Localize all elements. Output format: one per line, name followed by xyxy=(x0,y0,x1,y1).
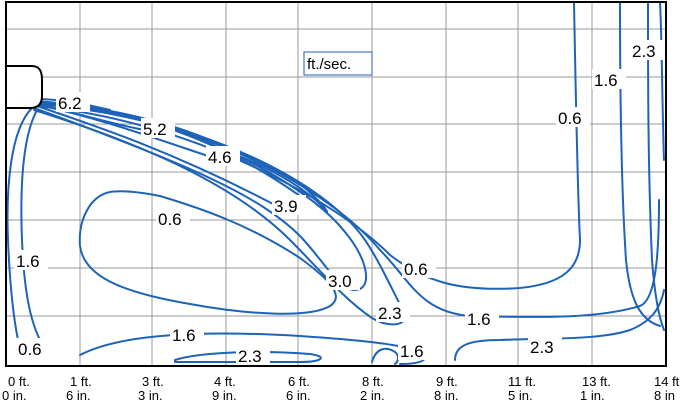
contour-label: 3.9 xyxy=(274,197,298,216)
x-tick-label: 13 ft. xyxy=(582,374,611,389)
x-tick-label: 6 in. xyxy=(286,388,311,403)
contour-line-1.6 xyxy=(33,103,660,318)
contour-label: 6.2 xyxy=(58,94,82,113)
unit-label-text: ft./sec. xyxy=(307,56,351,73)
x-tick-label: 3 in. xyxy=(138,388,163,403)
contour-line-1.6 xyxy=(371,347,399,365)
x-axis-ticks: 0 ft. 0 in. 1 ft. 6 in. 3 ft. 3 in. 4 ft… xyxy=(2,374,680,403)
contour-label: 2.3 xyxy=(530,338,554,357)
x-tick-label: 6 ft. xyxy=(288,374,310,389)
contour-line-1.6 xyxy=(6,107,33,341)
x-tick-label: 1 ft. xyxy=(70,374,92,389)
x-tick-label: 5 in. xyxy=(508,388,533,403)
x-tick-label: 8 in xyxy=(654,388,675,403)
contour-label: 0.6 xyxy=(404,260,428,279)
x-tick-label: 9 in. xyxy=(212,388,237,403)
contour-label: 2.3 xyxy=(238,347,262,366)
x-tick-label: 3 ft. xyxy=(142,374,164,389)
x-tick-label: 4 ft. xyxy=(214,374,236,389)
x-tick-label: 9 ft. xyxy=(436,374,458,389)
contour-label: 3.0 xyxy=(328,272,352,291)
contour-label: 5.2 xyxy=(143,120,167,139)
plot-frame xyxy=(5,1,667,367)
contour-line-2.3 xyxy=(33,102,407,326)
contour-line-3.9 xyxy=(33,104,276,206)
x-tick-label: 1 in. xyxy=(580,388,605,403)
contour-labels: 6.2 5.2 4.6 3.9 3.0 2.3 0.6 1.6 0.6 1.6 … xyxy=(14,40,664,366)
contour-label: 0.6 xyxy=(158,210,182,229)
x-tick-label: 8 ft. xyxy=(362,374,384,389)
contour-label: 1.6 xyxy=(467,310,491,329)
contour-label: 4.6 xyxy=(208,148,232,167)
x-tick-label: 0 in. xyxy=(2,388,27,403)
unit-label: ft./sec. xyxy=(303,51,373,76)
contour-label: 0.6 xyxy=(558,109,582,128)
x-tick-label: 8 in. xyxy=(434,388,459,403)
contour-line-0.6 xyxy=(33,1,581,290)
contour-lines xyxy=(6,1,665,365)
contour-label: 2.3 xyxy=(378,304,402,323)
x-tick-label: 0 ft. xyxy=(8,374,30,389)
contour-label: 2.3 xyxy=(632,42,656,61)
contour-label: 1.6 xyxy=(172,326,196,345)
supply-diffuser xyxy=(5,65,43,109)
contour-label: 1.6 xyxy=(594,71,618,90)
x-tick-label: 2 in. xyxy=(360,388,385,403)
x-tick-label: 11 ft. xyxy=(508,374,536,389)
contour-line-4.6 xyxy=(33,101,301,197)
contour-label: 1.6 xyxy=(400,342,424,361)
contour-line-2.3 xyxy=(454,289,665,361)
contour-line-0.6 xyxy=(78,190,337,315)
contour-label: 1.6 xyxy=(16,252,40,271)
x-tick-label: 6 in. xyxy=(66,388,91,403)
contour-label: 0.6 xyxy=(18,340,42,359)
contour-line-2.3 xyxy=(174,351,322,363)
contour-line-2.3 xyxy=(659,1,665,161)
x-tick-label: 14 ft xyxy=(654,374,680,389)
contour-line-0.6 xyxy=(20,111,41,341)
